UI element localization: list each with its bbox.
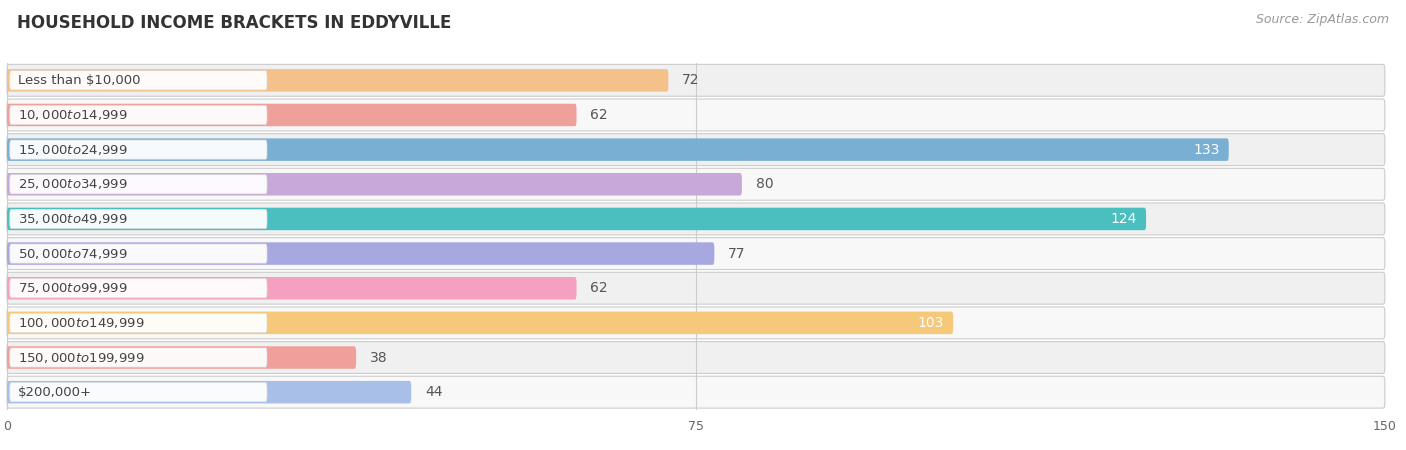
FancyBboxPatch shape [7, 307, 1385, 339]
FancyBboxPatch shape [7, 104, 576, 126]
FancyBboxPatch shape [7, 242, 714, 265]
Text: $10,000 to $14,999: $10,000 to $14,999 [18, 108, 128, 122]
Text: 62: 62 [591, 281, 607, 295]
FancyBboxPatch shape [7, 203, 1385, 235]
Text: 124: 124 [1111, 212, 1137, 226]
Text: 133: 133 [1194, 143, 1219, 157]
Text: $25,000 to $34,999: $25,000 to $34,999 [18, 177, 128, 191]
Text: 72: 72 [682, 73, 700, 87]
Text: $200,000+: $200,000+ [18, 386, 91, 399]
Text: 77: 77 [728, 247, 745, 261]
FancyBboxPatch shape [10, 382, 267, 402]
FancyBboxPatch shape [7, 69, 668, 92]
FancyBboxPatch shape [7, 272, 1385, 304]
FancyBboxPatch shape [7, 168, 1385, 200]
FancyBboxPatch shape [10, 71, 267, 90]
Text: $35,000 to $49,999: $35,000 to $49,999 [18, 212, 128, 226]
FancyBboxPatch shape [7, 381, 411, 404]
FancyBboxPatch shape [7, 207, 1146, 230]
FancyBboxPatch shape [7, 346, 356, 369]
Text: Source: ZipAtlas.com: Source: ZipAtlas.com [1256, 14, 1389, 27]
FancyBboxPatch shape [10, 244, 267, 263]
Text: 44: 44 [425, 385, 443, 399]
FancyBboxPatch shape [10, 209, 267, 229]
FancyBboxPatch shape [7, 277, 576, 300]
FancyBboxPatch shape [10, 279, 267, 298]
Text: Less than $10,000: Less than $10,000 [18, 74, 141, 87]
FancyBboxPatch shape [7, 238, 1385, 270]
FancyBboxPatch shape [7, 173, 742, 196]
Text: 62: 62 [591, 108, 607, 122]
Text: $50,000 to $74,999: $50,000 to $74,999 [18, 247, 128, 261]
FancyBboxPatch shape [10, 348, 267, 367]
FancyBboxPatch shape [10, 175, 267, 194]
Text: HOUSEHOLD INCOME BRACKETS IN EDDYVILLE: HOUSEHOLD INCOME BRACKETS IN EDDYVILLE [17, 14, 451, 32]
FancyBboxPatch shape [10, 105, 267, 125]
Text: $75,000 to $99,999: $75,000 to $99,999 [18, 281, 128, 295]
FancyBboxPatch shape [7, 64, 1385, 96]
FancyBboxPatch shape [7, 134, 1385, 166]
Text: $150,000 to $199,999: $150,000 to $199,999 [18, 351, 145, 364]
Text: 103: 103 [918, 316, 943, 330]
FancyBboxPatch shape [7, 99, 1385, 131]
Text: $100,000 to $149,999: $100,000 to $149,999 [18, 316, 145, 330]
FancyBboxPatch shape [7, 138, 1229, 161]
FancyBboxPatch shape [7, 311, 953, 334]
FancyBboxPatch shape [10, 313, 267, 333]
Text: 80: 80 [755, 177, 773, 191]
Text: 38: 38 [370, 351, 388, 364]
FancyBboxPatch shape [7, 376, 1385, 408]
FancyBboxPatch shape [7, 342, 1385, 374]
Text: $15,000 to $24,999: $15,000 to $24,999 [18, 143, 128, 157]
FancyBboxPatch shape [10, 140, 267, 159]
